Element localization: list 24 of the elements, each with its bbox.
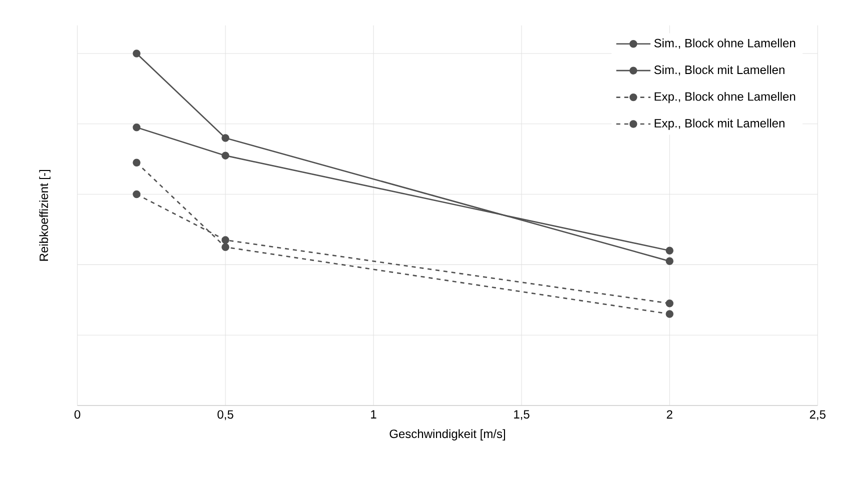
point bbox=[132, 190, 140, 198]
legend-label: Sim., Block ohne Lamellen bbox=[654, 38, 796, 49]
y-axis-title: Reibkoeffizient [-] bbox=[39, 170, 50, 261]
x-tick-label: 0 bbox=[74, 410, 80, 419]
point bbox=[666, 310, 674, 318]
x-axis-title: Geschwindigkeit [m/s] bbox=[390, 429, 506, 441]
point bbox=[222, 243, 230, 252]
x-tick-label: 2 bbox=[666, 410, 672, 419]
point bbox=[222, 134, 230, 142]
point bbox=[222, 152, 230, 160]
point bbox=[132, 50, 140, 58]
point bbox=[666, 257, 674, 266]
x-tick-label: 1,5 bbox=[514, 410, 530, 420]
point bbox=[132, 124, 140, 132]
x-tick-label: 2,5 bbox=[810, 410, 826, 420]
point bbox=[666, 300, 674, 308]
point bbox=[222, 236, 230, 244]
legend-label: Exp., Block mit Lamellen bbox=[654, 118, 784, 130]
legend-label: Sim., Block mit Lamellen bbox=[654, 65, 784, 76]
x-tick-label: 1 bbox=[371, 410, 376, 419]
x-tick-label: 0,5 bbox=[218, 410, 234, 420]
point bbox=[666, 246, 674, 255]
point bbox=[132, 158, 140, 167]
legend-label: Exp., Block ohne Lamellen bbox=[654, 92, 796, 104]
